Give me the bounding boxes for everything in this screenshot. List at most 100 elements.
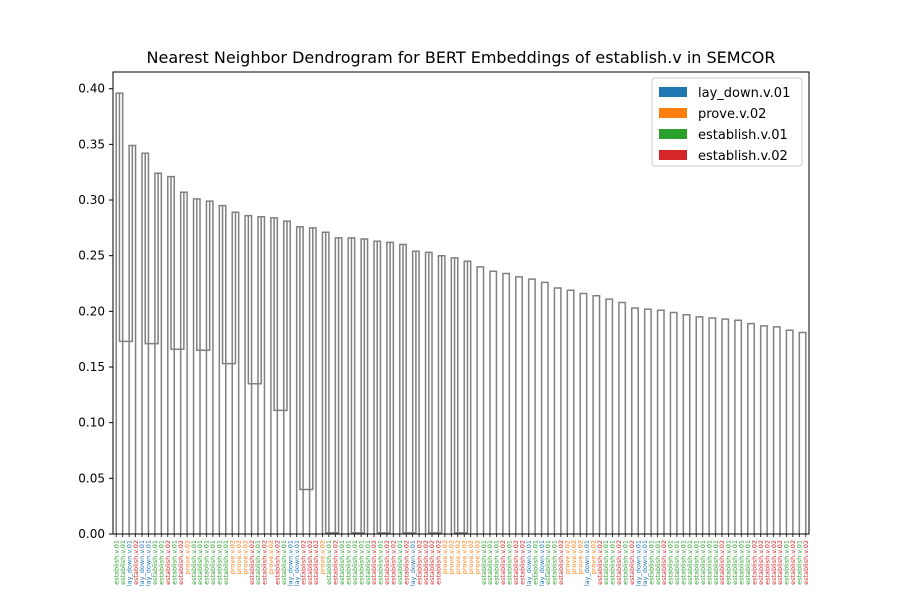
leaf-label: lay_down.v.01 <box>641 540 649 586</box>
leaf-label: establish.v.01 <box>377 540 385 585</box>
leaf-label: establish.v.02 <box>390 540 398 585</box>
chart-title: Nearest Neighbor Dendrogram for BERT Emb… <box>147 48 776 67</box>
leaf-label: lay_down.v.01 <box>409 540 417 586</box>
y-tick-label: 0.30 <box>78 193 105 207</box>
leaf-label: establish.v.02 <box>312 540 320 585</box>
leaf-label: prove.v.02 <box>473 540 481 574</box>
leaf-label: establish.v.01 <box>480 540 488 585</box>
leaf-label: establish.v.02 <box>306 540 314 585</box>
legend-label: lay_down.v.01 <box>698 86 790 101</box>
legend-label: prove.v.02 <box>698 107 766 122</box>
leaf-label: establish.v.01 <box>222 540 230 585</box>
dendrogram-link <box>618 301 627 534</box>
leaf-label: establish.v.01 <box>486 540 494 585</box>
leaf-label: establish.v.02 <box>383 540 391 585</box>
leaf-label: establish.v.02 <box>757 540 765 585</box>
leaf-label: establish.v.01 <box>712 540 720 585</box>
y-tick-label: 0.05 <box>78 471 105 485</box>
leaf-label: establish.v.02 <box>415 540 423 585</box>
leaf-label: establish.v.02 <box>596 540 604 585</box>
dendrogram-link <box>376 241 391 534</box>
leaf-label: establish.v.02 <box>332 540 340 585</box>
leaf-label: establish.v.01 <box>338 540 346 585</box>
y-tick-label: 0.10 <box>78 416 105 430</box>
leaf-label: establish.v.01 <box>673 540 681 585</box>
leaf-label: establish.v.01 <box>151 540 159 585</box>
dendrogram-link <box>515 276 523 534</box>
leaf-label: establish.v.02 <box>557 540 565 585</box>
leaf-label: prove.v.02 <box>454 540 462 574</box>
y-tick-label: 0.35 <box>78 137 105 151</box>
dendrogram-link <box>540 281 549 534</box>
dendrogram-link <box>656 309 665 534</box>
leaf-label: lay_down.v.01 <box>293 540 301 586</box>
dendrogram-link <box>527 278 536 534</box>
leaf-label: establish.v.02 <box>261 540 269 585</box>
dendrogram-link <box>489 270 498 534</box>
y-tick-label: 0.00 <box>78 527 105 541</box>
leaf-label: prove.v.02 <box>570 540 578 574</box>
legend: lay_down.v.01 prove.v.02 establish.v.01 est… <box>651 77 803 167</box>
dendrogram-link <box>682 313 691 534</box>
dendrogram-link <box>605 298 614 534</box>
leaf-label: establish.v.02 <box>763 540 771 585</box>
dendrogram-link <box>247 215 262 385</box>
leaf-label: establish.v.01 <box>725 540 733 585</box>
dendrogram-link <box>402 244 417 534</box>
leaf-label: establish.v.01 <box>344 540 352 585</box>
leaf-label: establish.v.01 <box>796 540 804 585</box>
leaf-label: establish.v.02 <box>789 540 797 585</box>
legend-label: establish.v.02 <box>698 149 788 164</box>
leaf-label: establish.v.01 <box>667 540 675 585</box>
leaf-label: lay_down.v.01 <box>634 540 642 586</box>
dendrogram-link <box>643 308 652 534</box>
leaf-label: establish.v.01 <box>647 540 655 585</box>
leaf-label: lay_down.v.01 <box>525 540 533 586</box>
legend-swatch <box>659 150 687 160</box>
dendrogram-link <box>170 176 185 350</box>
dendrogram-link <box>299 226 314 491</box>
leaf-label: lay_down.v.01 <box>125 540 133 586</box>
leaf-label: prove.v.02 <box>589 540 597 574</box>
leaf-label: establish.v.01 <box>209 540 217 585</box>
leaf-label: establish.v.02 <box>802 540 810 585</box>
dendrogram-links <box>115 92 807 534</box>
leaf-label: establish.v.01 <box>506 540 514 585</box>
dendrogram-link <box>196 198 211 352</box>
leaf-label: establish.v.01 <box>364 540 372 585</box>
dendrogram-link <box>502 272 511 534</box>
dendrogram-link <box>566 289 575 534</box>
dendrogram-link <box>273 217 288 412</box>
leaf-label: establish.v.01 <box>203 540 211 585</box>
plot-frame <box>112 71 810 535</box>
legend-swatch <box>659 108 687 118</box>
dendrogram-link <box>772 326 781 534</box>
leaf-label: establish.v.01 <box>158 540 166 585</box>
leaf-label: establish.v.02 <box>499 540 507 585</box>
dendrogram-link <box>579 292 588 534</box>
legend-frame <box>651 77 803 167</box>
dendrogram-link <box>553 287 562 534</box>
dendrogram-link <box>759 325 768 534</box>
leaf-label: establish.v.02 <box>628 540 636 585</box>
leaf-label: establish.v.02 <box>422 540 430 585</box>
dendrogram-link <box>453 257 469 534</box>
leaf-label: establish.v.02 <box>299 540 307 585</box>
leaf-label: establish.v.01 <box>602 540 610 585</box>
legend-label: establish.v.01 <box>698 128 788 143</box>
leaf-label: prove.v.02 <box>441 540 449 574</box>
leaf-label: prove.v.02 <box>241 540 249 574</box>
leaf-label: lay_down.v.01 <box>538 540 546 586</box>
y-tick-label: 0.25 <box>78 249 105 263</box>
leaf-label: establish.v.02 <box>512 540 520 585</box>
leaf-label: establish.v.01 <box>622 540 630 585</box>
dendrogram-link <box>350 237 366 534</box>
leaf-label: prove.v.02 <box>183 540 191 574</box>
y-tick-label: 0.20 <box>78 304 105 318</box>
leaf-label: establish.v.01 <box>196 540 204 585</box>
leaf-label: establish.v.01 <box>190 540 198 585</box>
leaf-label: establish.v.01 <box>531 540 539 585</box>
dendrogram-link <box>144 153 159 345</box>
leaf-label: lay_down.v.01 <box>138 540 146 586</box>
